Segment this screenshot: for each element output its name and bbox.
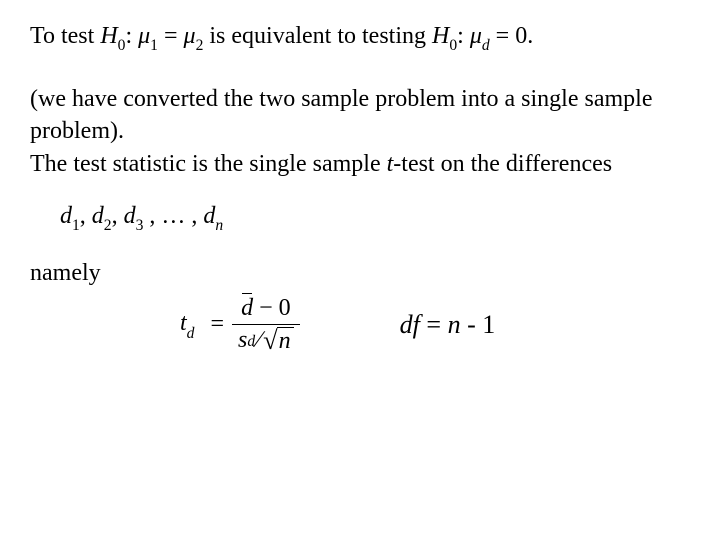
t-letter: t	[180, 310, 187, 336]
slash: ∕	[257, 327, 261, 353]
lhs: td	[180, 307, 194, 342]
sqrt: √n	[263, 327, 293, 354]
explanation-paragraph: (we have converted the two sample proble…	[30, 83, 690, 180]
mu-symbol: μ	[184, 23, 196, 49]
sub-3: 3	[136, 217, 144, 234]
equals-zero: = 0.	[490, 23, 534, 49]
d-bar: d	[241, 295, 253, 321]
comma: ,	[112, 203, 124, 229]
t-statistic-formula: td = d − 0 sd∕√n	[180, 295, 300, 354]
namely-label: namely	[30, 257, 690, 289]
H-symbol: H	[432, 23, 449, 49]
text: is equivalent to testing	[203, 23, 432, 49]
s-symbol: s	[238, 327, 247, 353]
sub-d: d	[187, 325, 195, 342]
mu-symbol: μ	[138, 23, 150, 49]
sub-1: 1	[150, 37, 158, 54]
d-symbol: d	[60, 203, 72, 229]
equals: =	[420, 310, 448, 339]
degrees-of-freedom: df = n - 1	[400, 307, 496, 342]
minus-one: - 1	[461, 310, 496, 339]
slide-body: To test H0: μ1 = μ2 is equivalent to tes…	[0, 0, 720, 374]
text: (we have converted the two sample proble…	[30, 86, 652, 144]
df-symbol: df	[400, 310, 420, 339]
comma: ,	[143, 203, 161, 229]
sub-0: 0	[449, 37, 457, 54]
sub-d: d	[247, 333, 255, 350]
H-symbol: H	[100, 23, 117, 49]
comma: ,	[80, 203, 92, 229]
fraction: d − 0 sd∕√n	[232, 295, 300, 354]
d-symbol: d	[124, 203, 136, 229]
numerator: d − 0	[235, 295, 297, 321]
mu-symbol: μ	[470, 23, 482, 49]
difference-list: d1, d2, d3 , … , dn	[30, 200, 690, 235]
equals: =	[158, 23, 184, 49]
sub-2: 2	[196, 37, 204, 54]
denominator: sd∕√n	[232, 327, 300, 354]
colon: :	[125, 23, 138, 49]
text: -test on the differences	[393, 151, 612, 177]
minus-zero: − 0	[253, 295, 291, 321]
hypothesis-line: To test H0: μ1 = μ2 is equivalent to tes…	[30, 20, 690, 55]
radical-icon: √	[263, 327, 277, 353]
formula-row: td = d − 0 sd∕√n df = n - 1	[30, 295, 690, 354]
radicand-n: n	[277, 327, 294, 354]
ellipsis: … ,	[161, 203, 203, 229]
n-symbol: n	[448, 310, 461, 339]
sub-n: n	[215, 217, 223, 234]
sub-d: d	[482, 37, 490, 54]
colon: :	[457, 23, 470, 49]
d-symbol: d	[203, 203, 215, 229]
sub-1: 1	[72, 217, 80, 234]
text: The test statistic is the single sample	[30, 151, 387, 177]
d-symbol: d	[92, 203, 104, 229]
sub-2: 2	[104, 217, 112, 234]
sub-0: 0	[118, 37, 126, 54]
equals: =	[210, 308, 224, 340]
text: To test	[30, 23, 100, 49]
